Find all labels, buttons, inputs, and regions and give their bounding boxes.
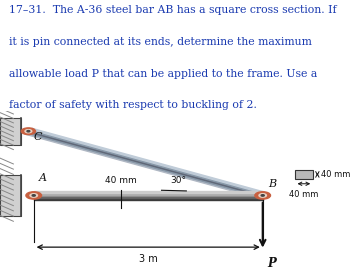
Polygon shape (29, 130, 265, 195)
Polygon shape (25, 133, 261, 198)
Text: P: P (267, 257, 276, 270)
Text: 3 m: 3 m (139, 254, 158, 264)
Polygon shape (31, 128, 266, 194)
Polygon shape (34, 193, 263, 195)
Polygon shape (34, 196, 263, 198)
Polygon shape (28, 131, 263, 196)
Text: 30°: 30° (170, 176, 186, 185)
Text: factor of safety with respect to buckling of 2.: factor of safety with respect to bucklin… (9, 100, 257, 110)
Bar (0, 175, 21, 216)
Circle shape (21, 128, 36, 135)
Text: 40 mm: 40 mm (289, 190, 318, 198)
Text: A: A (39, 173, 47, 183)
Circle shape (25, 130, 32, 133)
Text: B: B (268, 179, 276, 189)
Text: 17–31.  The A-36 steel bar AB has a square cross section. If: 17–31. The A-36 steel bar AB has a squar… (9, 5, 337, 15)
Circle shape (30, 194, 38, 197)
Circle shape (26, 192, 42, 199)
Circle shape (32, 195, 35, 196)
Polygon shape (34, 198, 263, 200)
Circle shape (255, 192, 271, 199)
Text: 40 mm: 40 mm (105, 176, 137, 185)
Polygon shape (26, 132, 262, 197)
Circle shape (27, 131, 30, 132)
Polygon shape (34, 191, 263, 193)
Text: it is pin connected at its ends, determine the maximum: it is pin connected at its ends, determi… (9, 37, 312, 47)
Circle shape (259, 194, 267, 197)
Text: allowable load P that can be applied to the frame. Use a: allowable load P that can be applied to … (9, 69, 317, 78)
Circle shape (261, 195, 264, 196)
Bar (0, 118, 21, 145)
Bar (295, 170, 313, 179)
Polygon shape (34, 195, 263, 196)
Text: C: C (34, 132, 42, 142)
Text: 40 mm: 40 mm (321, 170, 350, 179)
